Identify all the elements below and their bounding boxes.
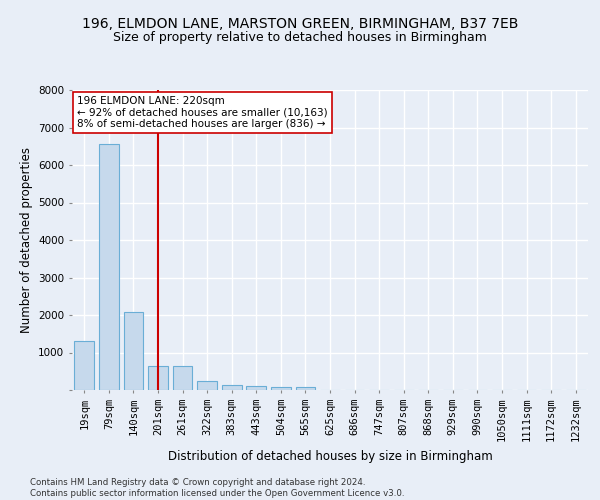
Bar xyxy=(99,144,119,390)
Bar xyxy=(197,380,217,390)
Bar xyxy=(74,341,94,390)
Bar xyxy=(124,312,143,390)
Text: 196 ELMDON LANE: 220sqm
← 92% of detached houses are smaller (10,163)
8% of semi: 196 ELMDON LANE: 220sqm ← 92% of detache… xyxy=(77,96,328,129)
X-axis label: Distribution of detached houses by size in Birmingham: Distribution of detached houses by size … xyxy=(167,450,493,462)
Bar xyxy=(148,366,168,390)
Text: Contains HM Land Registry data © Crown copyright and database right 2024.
Contai: Contains HM Land Registry data © Crown c… xyxy=(30,478,404,498)
Bar xyxy=(296,387,315,390)
Y-axis label: Number of detached properties: Number of detached properties xyxy=(20,147,32,333)
Bar xyxy=(173,366,193,390)
Bar xyxy=(247,386,266,390)
Bar xyxy=(271,387,290,390)
Text: 196, ELMDON LANE, MARSTON GREEN, BIRMINGHAM, B37 7EB: 196, ELMDON LANE, MARSTON GREEN, BIRMING… xyxy=(82,18,518,32)
Text: Size of property relative to detached houses in Birmingham: Size of property relative to detached ho… xyxy=(113,31,487,44)
Bar xyxy=(222,385,242,390)
